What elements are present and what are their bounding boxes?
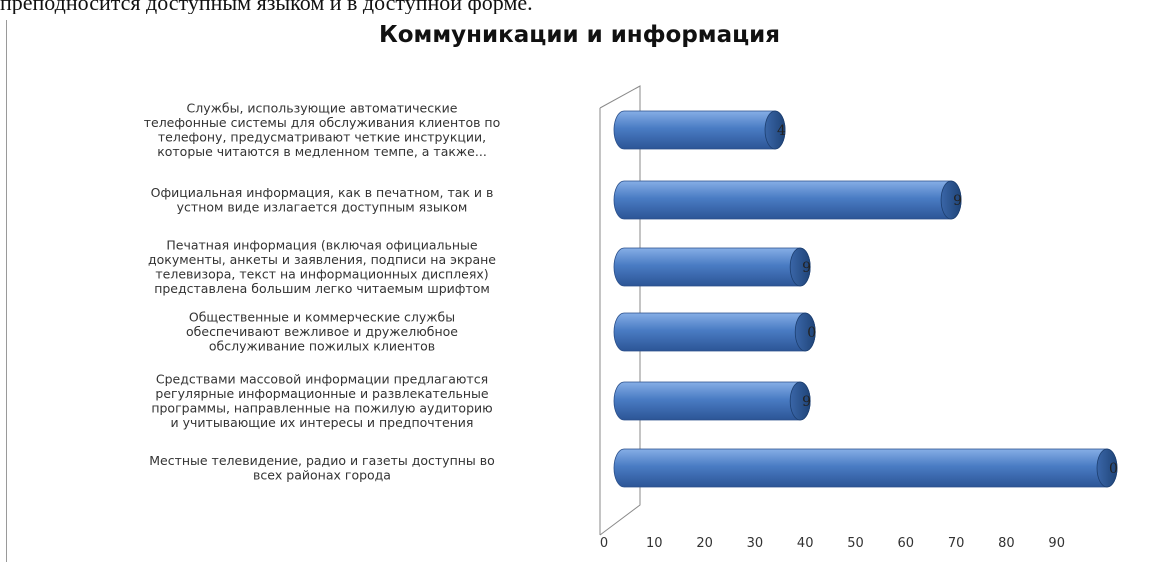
x-tick-label: 10: [646, 536, 663, 551]
bar: [613, 247, 811, 287]
bar: [613, 180, 962, 220]
x-tick-label: 20: [696, 536, 713, 551]
category-label: обслуживание пожилых клиентов: [209, 339, 435, 354]
category-label: документы, анкеты и заявления, подписи н…: [148, 252, 496, 267]
chart-title: Коммуникации и информация: [378, 22, 781, 48]
category-label: Средствами массовой информации предлагаю…: [156, 371, 488, 386]
chart-frame: [6, 20, 1158, 562]
x-tick-label: 60: [898, 536, 915, 551]
x-tick-label: 70: [948, 536, 965, 551]
data-label: 9: [953, 193, 962, 209]
data-label: 0: [807, 325, 816, 341]
category-label: всех районах города: [253, 467, 391, 482]
category-label: Печатная информация (включая официальные: [166, 237, 478, 252]
category-label: телефону, предусматривают четкие инструк…: [158, 129, 486, 144]
category-label: и учитывающие их интересы и предпочтения: [171, 415, 474, 430]
data-label: 9: [802, 394, 811, 410]
category-label: телефонные системы для обслуживания клие…: [144, 115, 501, 130]
category-label: устном виде излагается доступным языком: [177, 199, 468, 214]
category-label: Службы, использующие автоматические: [187, 100, 458, 115]
category-label: Местные телевидение, радио и газеты дост…: [149, 453, 495, 468]
bar-end-cap: [940, 180, 962, 220]
bar-end-cap: [764, 110, 786, 150]
data-label: 4: [777, 123, 786, 139]
category-label: которые читаются в медленном темпе, а та…: [157, 144, 487, 159]
bar: [613, 448, 1118, 488]
category-label: программы, направленные на пожилую аудит…: [151, 400, 492, 415]
page-top-text: преподносится доступным языком и в досту…: [0, 0, 533, 14]
x-tick-label: 50: [847, 536, 864, 551]
bar-end-cap: [794, 312, 816, 352]
category-label: обеспечивают вежливое и дружелюбное: [186, 324, 458, 339]
category-label: Общественные и коммерческие службы: [189, 310, 455, 325]
x-tick-label: 30: [747, 536, 764, 551]
category-label: регулярные информационные и развлекатель…: [155, 386, 489, 401]
bar-end-cap: [789, 381, 811, 421]
category-label: телевизора, текст на информационных дисп…: [155, 266, 488, 281]
x-tick-label: 40: [797, 536, 814, 551]
data-label: 0: [1109, 461, 1118, 477]
bar-end-cap: [1096, 448, 1118, 488]
bar-end-cap: [789, 247, 811, 287]
bar: [613, 381, 811, 421]
bar: [613, 110, 786, 150]
plot-back-wall: [599, 85, 641, 536]
x-tick-label: 80: [998, 536, 1015, 551]
x-tick-label: 0: [600, 536, 608, 551]
bar: [613, 312, 816, 352]
category-label: представлена большим легко читаемым шриф…: [154, 281, 490, 296]
category-label: Официальная информация, как в печатном, …: [151, 185, 494, 200]
x-tick-label: 90: [1048, 536, 1065, 551]
data-label: 9: [802, 260, 811, 276]
